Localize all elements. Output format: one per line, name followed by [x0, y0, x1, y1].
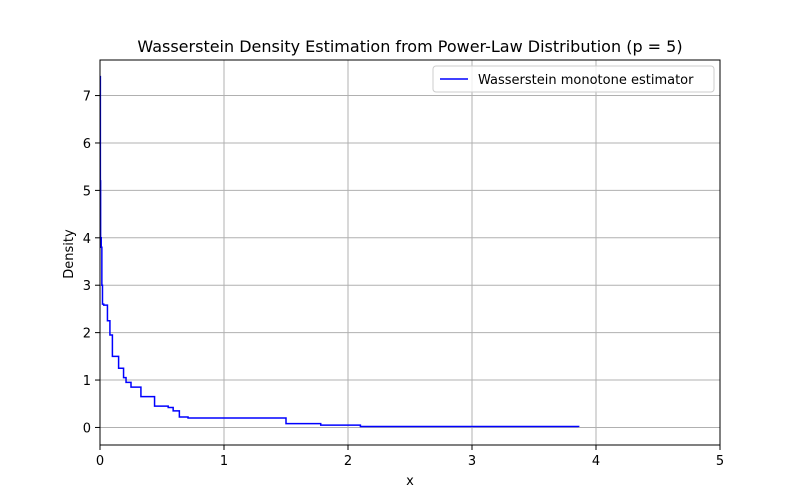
y-tick-label: 3 [83, 279, 91, 294]
x-tick-label: 2 [344, 454, 352, 469]
x-tick-label: 4 [592, 454, 600, 469]
legend: Wasserstein monotone estimator [432, 65, 715, 93]
y-axis-label: Density [62, 229, 77, 279]
grid [99, 60, 721, 445]
y-tick-label: 2 [83, 327, 91, 342]
legend-box [432, 65, 715, 93]
y-tick-label: 6 [83, 137, 91, 152]
series-line [99, 75, 580, 428]
y-tick-label: 1 [83, 374, 91, 389]
y-tick-label: 7 [83, 90, 91, 105]
legend-label: Wasserstein monotone estimator [478, 73, 694, 88]
y-tick-label: 0 [83, 421, 91, 436]
y-tick-label: 5 [83, 184, 91, 199]
ticks: 0 1 2 3 4 5 0 1 2 3 4 5 6 7 [83, 90, 724, 469]
x-tick-label: 3 [468, 454, 476, 469]
x-tick-label: 0 [96, 454, 104, 469]
plot-frame [99, 59, 721, 446]
x-axis-label: x [406, 474, 414, 489]
x-tick-label: 5 [716, 454, 724, 469]
x-tick-label: 1 [220, 454, 228, 469]
series-layer [99, 75, 580, 428]
y-tick-label: 4 [83, 232, 91, 247]
chart-title: Wasserstein Density Estimation from Powe… [137, 37, 682, 56]
